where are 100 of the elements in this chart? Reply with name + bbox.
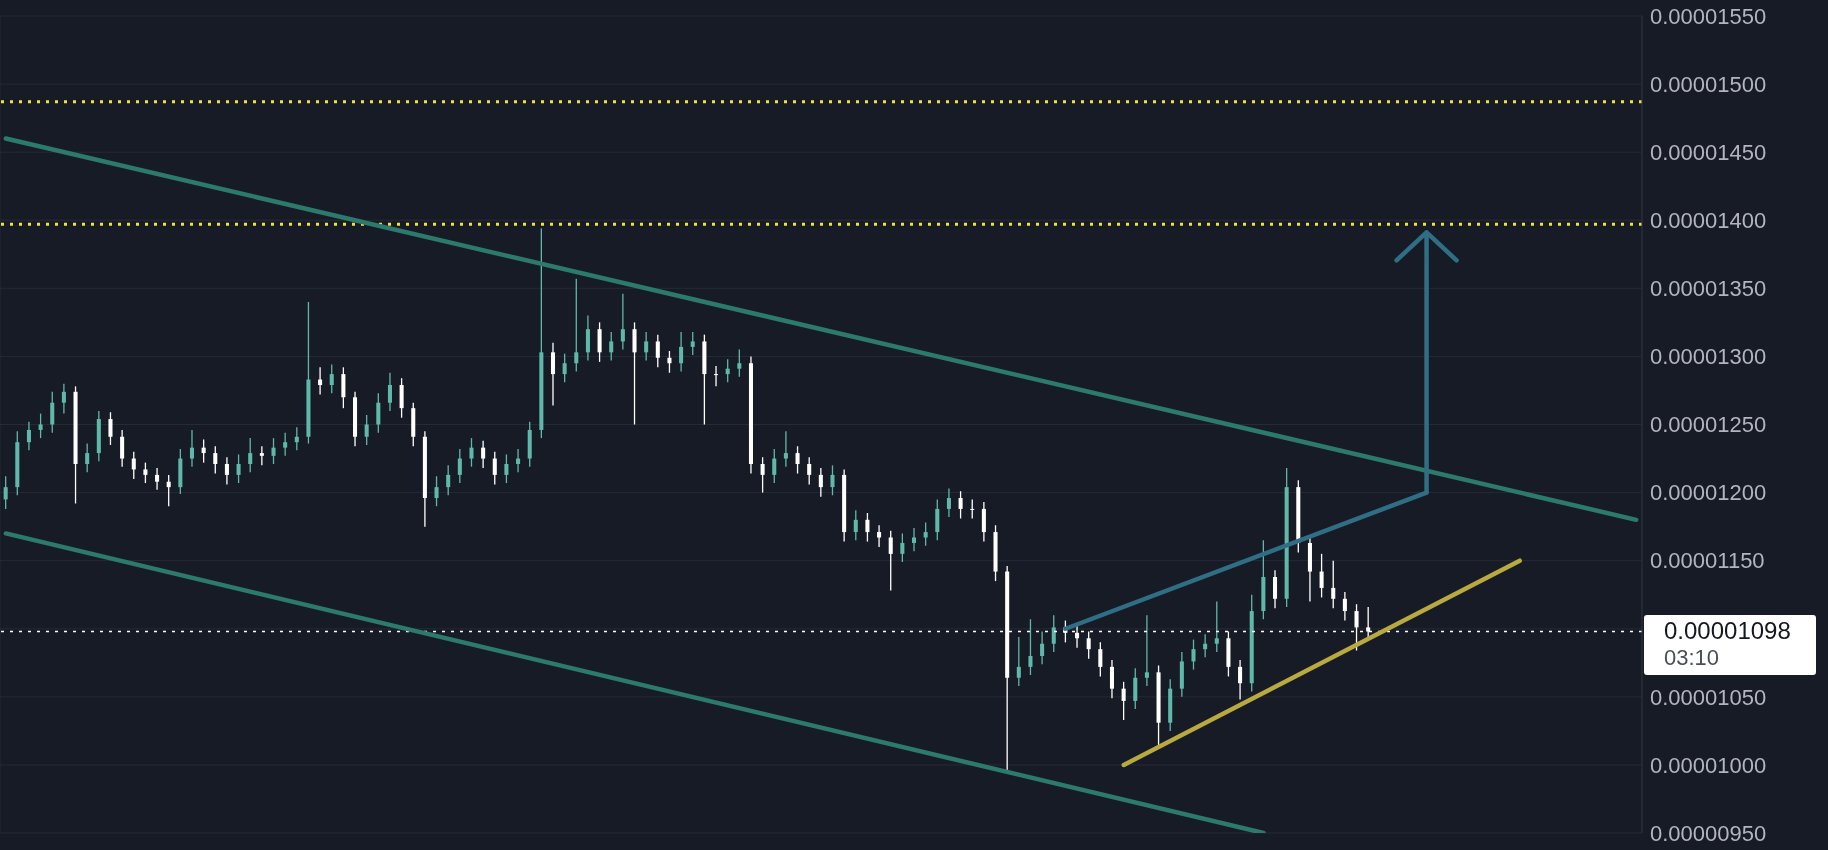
candlestick — [1133, 667, 1138, 710]
candlestick — [981, 501, 986, 543]
candlestick — [213, 445, 218, 475]
candlestick — [399, 377, 404, 419]
candlestick — [1354, 603, 1359, 652]
candlestick — [1016, 636, 1021, 687]
candlestick — [772, 448, 777, 484]
candlestick — [283, 432, 288, 457]
candlestick — [550, 342, 556, 407]
candlestick — [1214, 600, 1219, 653]
candlestick — [690, 331, 695, 356]
candlestick — [1272, 569, 1278, 609]
candlestick — [795, 445, 800, 475]
candlestick — [970, 498, 975, 520]
candlestick — [446, 464, 451, 496]
candlestick — [1040, 630, 1045, 665]
candlestick — [900, 532, 905, 563]
candlestick — [760, 456, 765, 494]
candlestick — [609, 331, 614, 362]
candlestick — [597, 321, 602, 363]
candlestick — [725, 358, 730, 383]
candlestick — [38, 412, 43, 439]
candlestick — [294, 426, 299, 452]
candlestick — [61, 383, 66, 415]
candlestick — [1144, 614, 1149, 687]
ref-line-label: 0.00001098 — [1663, 617, 1792, 646]
y-tick-label: 0.00001400 — [1650, 208, 1767, 234]
candlestick — [434, 475, 439, 507]
candlestick — [1121, 681, 1126, 721]
candlestick — [143, 461, 148, 484]
candlestick — [155, 467, 160, 491]
candlestick — [1191, 638, 1196, 671]
candlestick — [166, 474, 171, 507]
candlestick — [562, 353, 567, 383]
candlestick — [958, 490, 963, 520]
candlestick — [888, 530, 893, 592]
candlestick — [259, 445, 264, 466]
candlestick — [1331, 560, 1336, 609]
candlestick — [1203, 633, 1208, 658]
candlestick — [818, 467, 823, 498]
candlestick — [946, 487, 951, 518]
y-tick-label: 0.00001350 — [1650, 276, 1767, 302]
candlestick — [189, 429, 195, 468]
y-tick-label: 0.00001550 — [1650, 3, 1767, 29]
candlestick — [224, 456, 229, 486]
candlestick — [574, 278, 579, 373]
candlestick — [50, 391, 55, 434]
candlestick — [3, 475, 8, 510]
candlestick — [644, 331, 649, 362]
candlestick — [1028, 618, 1033, 676]
y-tick-label: 0.00001250 — [1650, 412, 1767, 438]
candlestick — [376, 392, 381, 434]
candlestick — [714, 365, 719, 388]
y-tick-label: 0.00001450 — [1650, 139, 1767, 165]
y-tick-label: 0.00000950 — [1650, 820, 1767, 846]
candlestick — [248, 437, 253, 473]
candlestick — [201, 438, 206, 464]
y-tick-label: 0.00001300 — [1650, 344, 1767, 370]
candlestick — [923, 521, 928, 547]
candlestick — [504, 453, 509, 484]
candlestick — [1319, 553, 1324, 599]
candlestick — [1342, 591, 1347, 622]
candlestick — [1051, 614, 1056, 653]
candlestick — [1109, 659, 1114, 699]
candlestick — [108, 411, 113, 446]
candlestick — [481, 440, 486, 469]
text: 03:10 — [1663, 645, 1721, 672]
candlestick — [1238, 659, 1243, 701]
candlestick — [516, 448, 521, 473]
y-tick-label: 0.00001000 — [1650, 752, 1767, 778]
candlestick — [737, 348, 742, 378]
candlestick — [236, 453, 241, 484]
candlestick — [120, 429, 125, 468]
candlestick — [632, 321, 637, 426]
candlestick — [655, 333, 660, 368]
candlestick — [877, 524, 882, 548]
candlestick — [387, 372, 392, 412]
y-tick-label: 0.00001150 — [1650, 548, 1765, 574]
candlestick — [1098, 641, 1103, 678]
candlestick — [318, 366, 323, 396]
candlestick — [853, 509, 858, 541]
candlestick — [85, 442, 90, 473]
candlestick — [457, 448, 462, 484]
candlestick — [620, 293, 625, 351]
candlestick — [131, 451, 136, 480]
candlestick — [271, 437, 276, 465]
candlestick — [585, 314, 590, 362]
candlestick — [679, 331, 684, 373]
candlestick — [492, 451, 497, 486]
candlestick — [830, 464, 835, 496]
candlestick — [783, 430, 788, 468]
y-tick-label: 0.00001200 — [1650, 480, 1767, 506]
candlestick — [329, 363, 334, 394]
candlestick — [865, 512, 870, 543]
candlestick — [935, 498, 940, 541]
y-tick-label: 0.00001050 — [1650, 684, 1767, 710]
candlestick — [469, 437, 474, 468]
candlestick — [341, 366, 346, 409]
candlestick — [26, 421, 31, 452]
candlestick — [364, 414, 369, 446]
